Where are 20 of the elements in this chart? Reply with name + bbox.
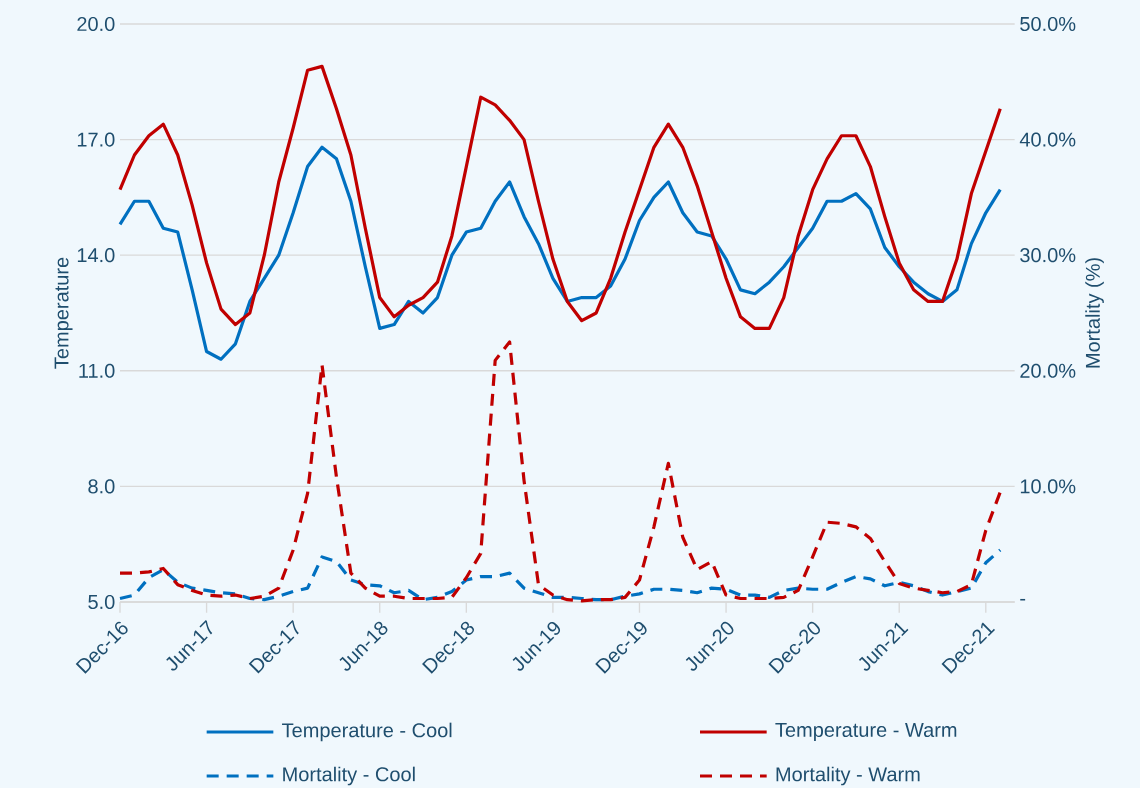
y2-tick-label: 20.0%	[1020, 363, 1076, 378]
y2-axis-title: Mortality (%)	[1085, 258, 1104, 368]
y2-tick-label: 40.0%	[1019, 132, 1076, 147]
y2-tick-label: 10.0%	[1020, 479, 1076, 494]
legend-label: Mortality - Warm	[776, 766, 920, 786]
y2-tick-label: 50.0%	[1020, 16, 1076, 32]
line-series	[118, 145, 1002, 361]
legend-label: Mortality - Cool	[283, 766, 415, 786]
y-tick-label: 11.0	[79, 363, 115, 378]
y-tick-label: 14.0	[77, 248, 115, 263]
y-tick-label: 20.0	[77, 16, 115, 32]
y2-tick-label: -	[1020, 598, 1026, 601]
legend-label: Temperature - Warm	[775, 723, 957, 741]
y-tick-label: 5.0	[88, 594, 115, 610]
y-axis-title: Temperature	[54, 257, 73, 369]
y2-tick-label: 30.0%	[1020, 248, 1076, 263]
line-series	[118, 548, 1002, 602]
y-tick-label: 17.0	[77, 132, 115, 147]
y-tick-label: 8.0	[88, 479, 115, 494]
legend-label: Temperature - Cool	[282, 722, 452, 742]
